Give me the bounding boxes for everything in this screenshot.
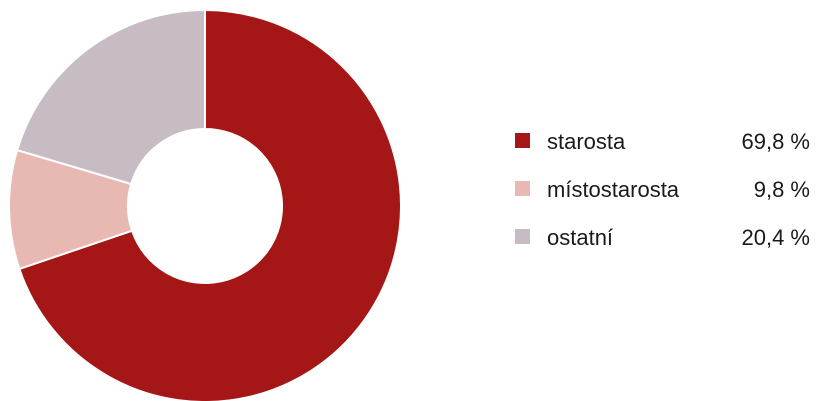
donut-slice-ostatni: [15, 8, 206, 186]
legend-item-ostatni: ostatní 20,4 %: [509, 214, 811, 262]
legend-swatch-mistostarosta: [515, 181, 530, 196]
legend-swatch-ostatni: [515, 229, 530, 244]
donut-slices: [8, 8, 402, 401]
donut-chart: [8, 8, 402, 401]
legend-value-ostatni: 20,4 %: [741, 225, 811, 250]
legend-value-mistostarosta: 9,8 %: [753, 177, 810, 202]
donut-slice-starosta: [18, 8, 402, 401]
legend-swatch-starosta: [515, 133, 530, 148]
legend-label-ostatni: ostatní: [547, 225, 614, 250]
legend-value-starosta: 69,8 %: [741, 129, 811, 154]
legend-label-starosta: starosta: [547, 129, 626, 154]
legend-item-starosta: starosta 69,8 %: [509, 118, 811, 166]
legend-label-mistostarosta: místostarosta: [547, 177, 680, 202]
legend: starosta 69,8 % místostarosta 9,8 % osta…: [509, 118, 811, 262]
legend-item-mistostarosta: místostarosta 9,8 %: [509, 166, 810, 214]
